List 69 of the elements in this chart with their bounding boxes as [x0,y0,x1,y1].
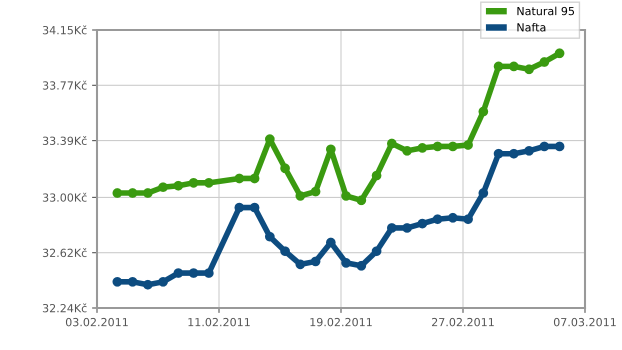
point [280,246,290,256]
x-tick-label: 27.02.2011 [432,318,494,326]
point [295,259,306,270]
point [524,146,534,156]
point [432,142,442,152]
point [402,146,412,156]
point [326,238,336,248]
point [204,268,214,278]
point [478,188,488,198]
point [250,202,260,212]
point [554,48,564,58]
point [508,62,519,72]
point [463,214,473,224]
point [539,142,550,152]
point [417,218,428,228]
point [295,191,306,201]
point [128,276,138,287]
point [356,260,366,271]
point [341,191,351,201]
legend-label: Natural 95 [517,6,574,16]
point [128,188,138,198]
x-tick-label: 11.02.2011 [188,318,250,326]
point [432,214,442,224]
point [112,188,122,198]
point [310,256,320,266]
point [463,140,473,150]
point [494,62,504,72]
y-tick-label: 33.77Kč [42,80,87,90]
point [250,174,260,184]
point [341,258,351,268]
point [539,57,550,67]
point [158,182,168,192]
y-tick-label: 32.24Kč [42,303,87,312]
point [158,276,168,287]
point [494,148,504,159]
x-tick-label: 07.03.2011 [554,318,616,326]
point [188,268,198,278]
point [280,163,290,174]
y-tick-label: 33.00Kč [42,192,87,202]
point [448,142,458,152]
point [142,188,153,198]
point [142,280,153,290]
y-tick-label: 33.39Kč [42,136,87,145]
point [554,142,564,152]
point [188,178,198,188]
point [310,186,320,196]
x-tick-label: 03.02.2011 [66,318,128,326]
point [372,170,382,180]
point [234,174,244,184]
point [448,212,458,223]
point [204,178,214,188]
point [508,148,519,159]
point [234,202,244,212]
point [386,223,397,233]
point [264,232,275,242]
x-tick-label: 19.02.2011 [310,318,372,326]
point [356,195,366,206]
point [524,64,534,74]
y-tick-label: 32.62Kč [42,248,87,258]
point [417,143,428,153]
point [402,223,412,233]
point [372,246,382,256]
legend-label: Nafta [517,22,546,32]
point [112,276,122,287]
point [478,106,488,116]
point [173,268,184,278]
y-tick-label: 34.15Kč [42,25,87,34]
point [386,138,397,148]
point [173,180,184,191]
